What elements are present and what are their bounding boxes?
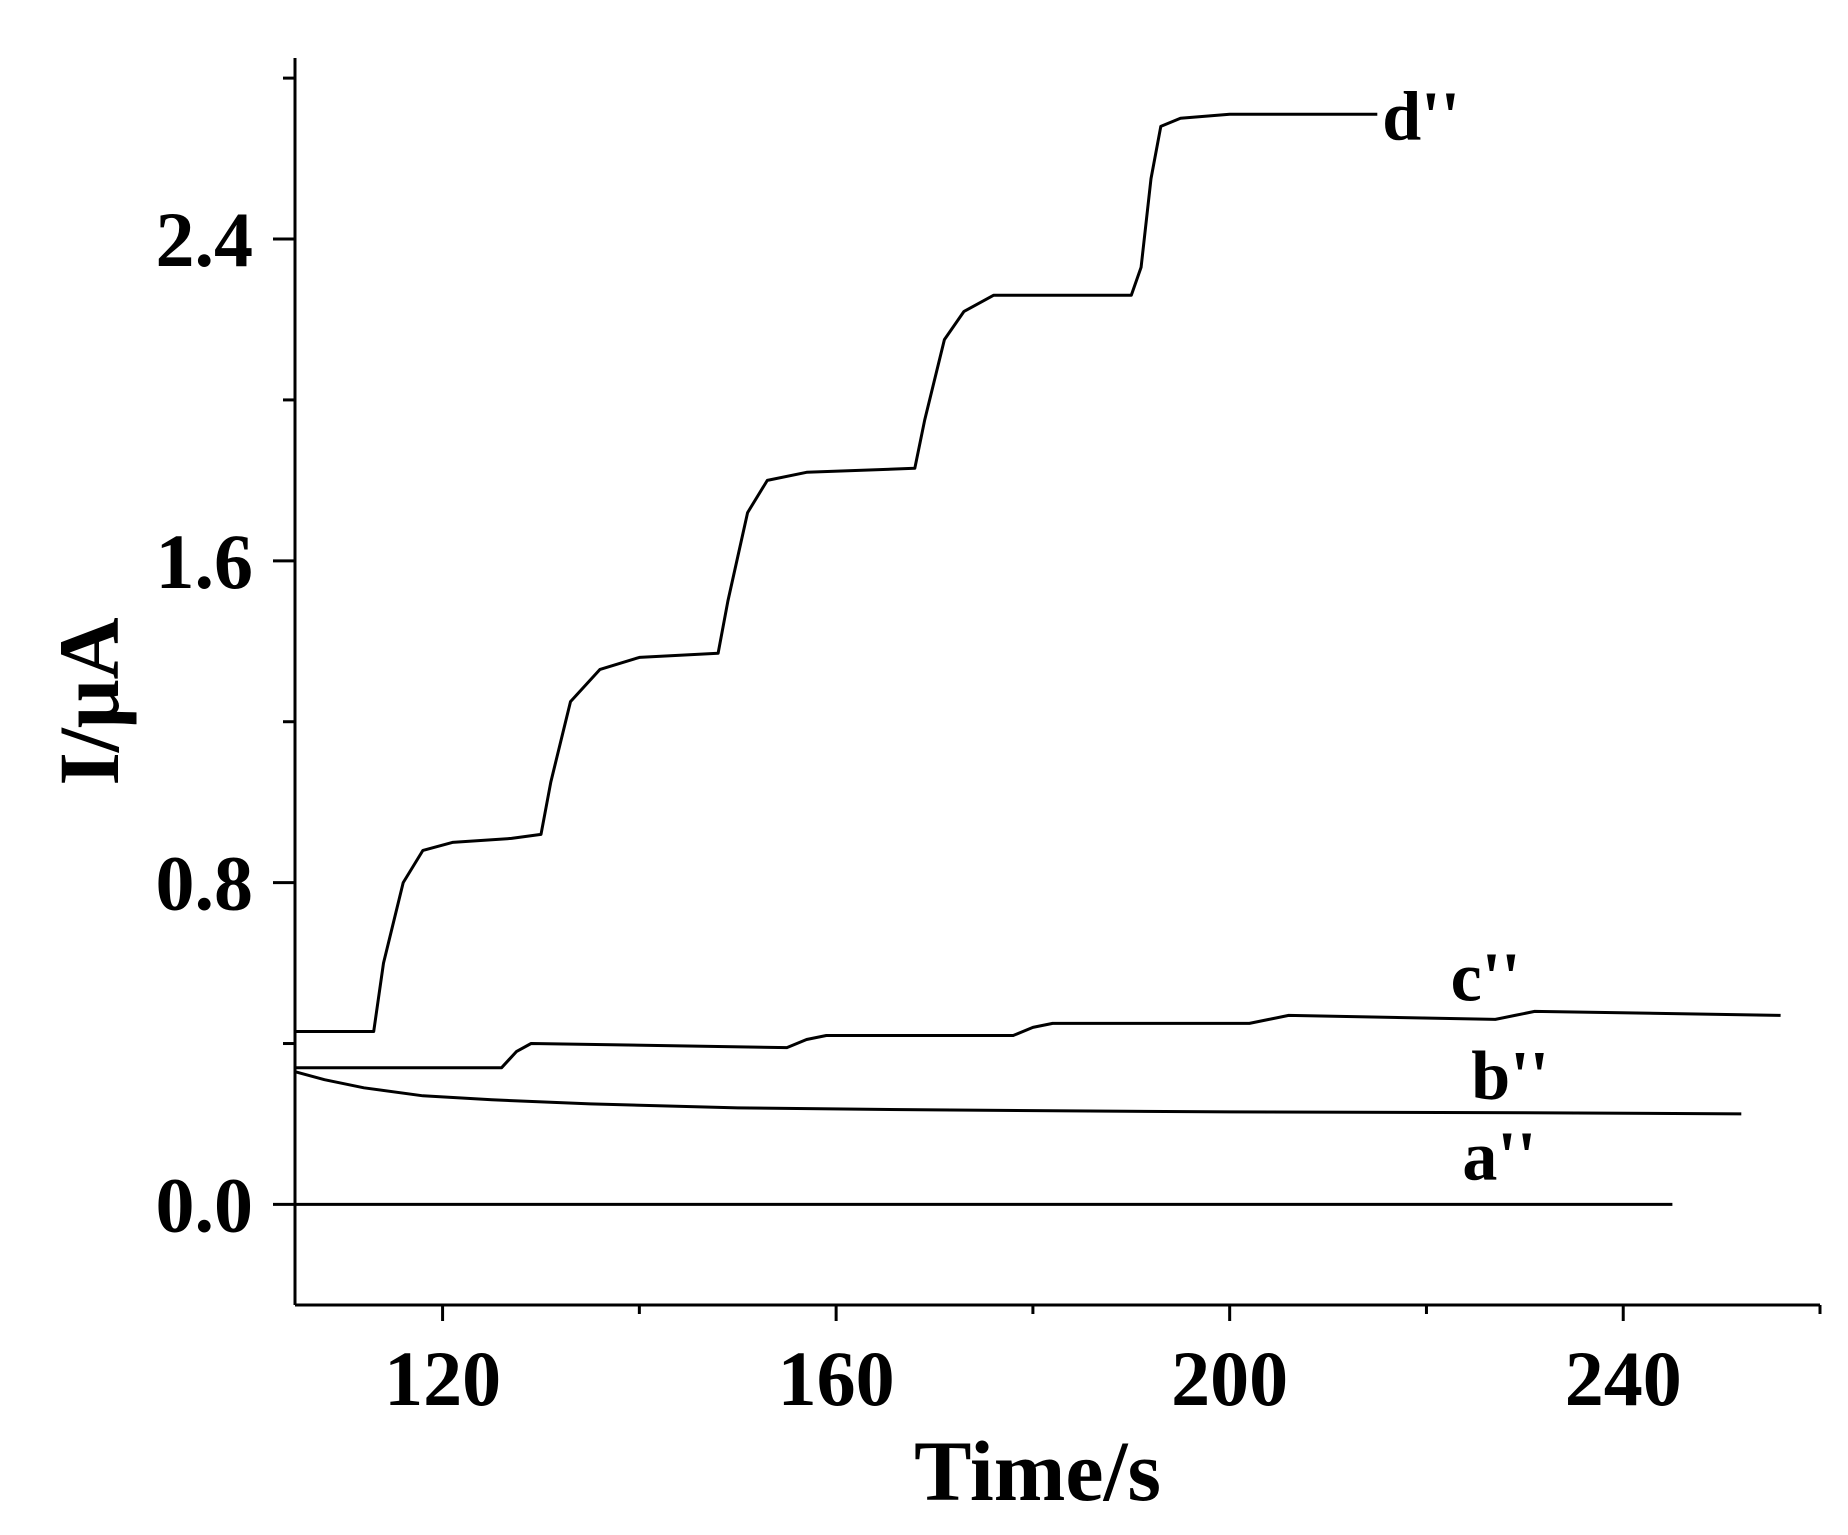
x-tick-label-200: 200	[1171, 1335, 1288, 1422]
labels: a''b'' c'' d''	[1382, 78, 1549, 1195]
series-group	[294, 112, 1781, 1206]
x-tick-label-160: 160	[778, 1335, 895, 1422]
y-axis-title: I/μA	[41, 617, 137, 785]
y-tick-label-1.6: 1.6	[156, 518, 254, 605]
x-tick-label-240: 240	[1565, 1335, 1682, 1422]
x-tick-label-120: 120	[384, 1335, 501, 1422]
series-line-2	[295, 1009, 1781, 1070]
series-line-1	[294, 1070, 1742, 1116]
series-label-1: b''	[1471, 1038, 1549, 1115]
x-axis-title: Time/s	[914, 1423, 1161, 1519]
series-label-0: a''	[1462, 1118, 1536, 1195]
series-label-3: d''	[1382, 78, 1460, 155]
series-line-3	[295, 112, 1378, 1033]
y-tick-label-0: 0.0	[156, 1161, 254, 1248]
ticks: 120 160 200 240 0.0 0.8 1.6 2.4	[156, 76, 1822, 1422]
y-tick-label-2.4: 2.4	[156, 196, 254, 283]
series-label-2: c''	[1451, 939, 1521, 1016]
y-tick-label-0.8: 0.8	[156, 840, 254, 927]
axes	[293, 58, 1820, 1307]
